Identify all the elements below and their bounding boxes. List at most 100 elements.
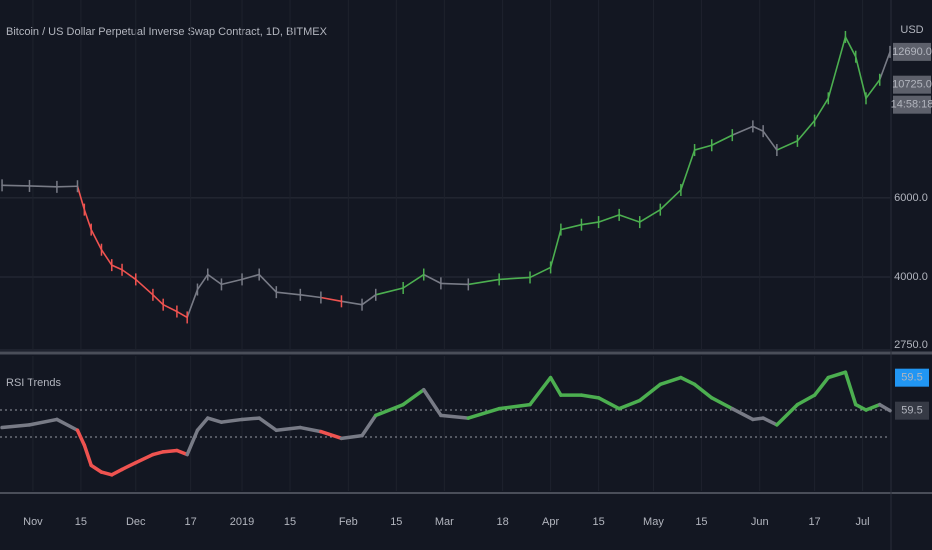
price-bar <box>878 73 881 86</box>
chart-title: Bitcoin / US Dollar Perpetual Inverse Sw… <box>6 26 328 38</box>
line-segment <box>274 425 303 432</box>
line-segment <box>402 273 425 289</box>
line-segment <box>176 310 188 319</box>
line-segment <box>162 303 178 313</box>
line-segment <box>659 189 682 211</box>
x-tick-label: 17 <box>808 516 820 528</box>
line-segment <box>339 433 364 441</box>
price-bar <box>529 271 531 284</box>
price-bar <box>659 203 662 216</box>
countdown: 14:58:18 <box>891 99 932 111</box>
price-bar <box>402 281 404 294</box>
line-segment <box>360 413 378 438</box>
price-bar <box>100 243 103 256</box>
line-segment <box>549 228 562 269</box>
price-bar <box>111 259 113 272</box>
line-segment <box>877 402 892 413</box>
price-bar <box>176 305 178 318</box>
line-segment <box>560 223 583 231</box>
line-segment <box>844 36 857 58</box>
x-tick-label: Nov <box>23 516 43 528</box>
line-segment <box>220 278 243 286</box>
price-bar <box>498 273 500 286</box>
line-segment <box>467 278 500 286</box>
x-tick-label: Dec <box>126 516 146 528</box>
line-segment <box>813 97 830 122</box>
line-segment <box>596 396 621 411</box>
price-bar <box>320 291 322 304</box>
line-segment <box>498 276 531 281</box>
line-segment <box>693 144 713 151</box>
price-bar <box>710 139 713 152</box>
line-segment <box>658 375 683 387</box>
price-bar <box>680 183 682 196</box>
line-segment <box>75 428 87 447</box>
line-segment <box>240 416 261 422</box>
line-segment <box>761 416 779 427</box>
line-segment <box>151 450 165 457</box>
price-bar <box>467 278 470 291</box>
line-segment <box>320 296 343 303</box>
line-segment <box>134 452 155 465</box>
line-segment <box>258 273 278 293</box>
line-segment <box>843 370 858 407</box>
price-bar <box>220 278 223 291</box>
line-segment <box>752 125 764 132</box>
price-bar <box>76 180 79 193</box>
price-bar <box>827 92 830 105</box>
line-segment <box>152 294 164 306</box>
x-tick-label: 17 <box>184 516 196 528</box>
line-segment <box>206 273 223 286</box>
line-segment <box>90 228 103 251</box>
y-tick-label: 6000.0 <box>894 192 928 204</box>
line-segment <box>361 294 377 306</box>
price-bar <box>207 268 209 281</box>
price-bar <box>440 277 442 290</box>
price-bar <box>162 298 164 311</box>
line-segment <box>76 185 86 211</box>
line-segment <box>401 388 426 407</box>
line-segment <box>298 425 323 434</box>
line-segment <box>529 266 552 279</box>
price-bar <box>275 286 278 299</box>
line-segment <box>597 214 620 223</box>
line-segment <box>710 134 734 147</box>
price-bar <box>186 311 188 324</box>
price-bar <box>776 144 778 157</box>
price-bar <box>844 30 847 43</box>
line-segment <box>185 428 200 457</box>
line-segment <box>110 467 124 477</box>
price-bar <box>889 45 891 58</box>
line-segment <box>219 417 244 424</box>
price-bar <box>1 179 3 192</box>
line-segment <box>731 125 754 136</box>
line-segment <box>775 402 800 427</box>
y-tick-label: 4000.0 <box>894 271 928 283</box>
x-tick-label: 15 <box>592 516 604 528</box>
price-bar <box>340 295 343 308</box>
line-segment <box>99 470 114 477</box>
price-bar <box>152 288 154 301</box>
line-segment <box>121 268 137 281</box>
line-segment <box>206 416 224 424</box>
x-tick-label: Feb <box>339 516 358 528</box>
line-segment <box>580 221 600 226</box>
currency: USD <box>900 24 923 36</box>
line-segment <box>440 282 470 286</box>
x-tick-label: Jul <box>856 516 870 528</box>
price-bar <box>597 216 600 229</box>
price-bar <box>28 179 31 192</box>
x-tick-label: 15 <box>284 516 296 528</box>
line-segment <box>692 382 714 400</box>
line-segment <box>56 185 79 188</box>
x-tick-label: 15 <box>75 516 87 528</box>
price-bar <box>56 180 58 193</box>
line-segment <box>796 119 816 142</box>
price-bar <box>83 203 86 216</box>
line-segment <box>374 287 404 296</box>
x-tick-label: 15 <box>390 516 402 528</box>
y-tick-label: 2750.0 <box>894 339 928 351</box>
price-bar <box>374 288 377 301</box>
